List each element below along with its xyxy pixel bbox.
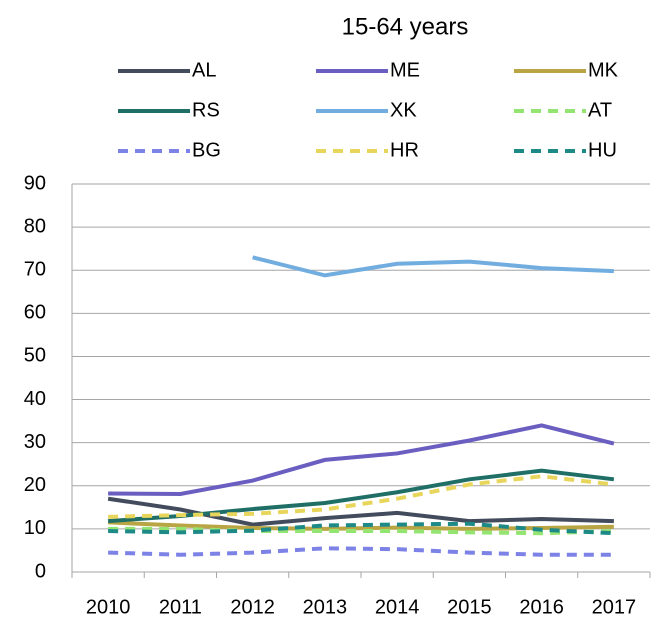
legend-label: ME bbox=[390, 59, 420, 81]
legend-label: BG bbox=[192, 139, 221, 161]
y-tick-label: 0 bbox=[35, 560, 46, 582]
x-tick-label: 2013 bbox=[303, 596, 348, 618]
legend-label: AT bbox=[588, 99, 612, 121]
series-line bbox=[252, 255, 614, 278]
series-line bbox=[107, 468, 615, 524]
series-line bbox=[107, 496, 614, 527]
legend-label: RS bbox=[192, 99, 220, 121]
x-tick-label: 2017 bbox=[592, 596, 637, 618]
y-tick-label: 90 bbox=[24, 172, 46, 194]
y-tick-label: 30 bbox=[24, 431, 46, 453]
legend-label: HU bbox=[588, 139, 617, 161]
x-tick-label: 2014 bbox=[375, 596, 420, 618]
series-line bbox=[108, 546, 614, 557]
y-tick-label: 70 bbox=[24, 259, 46, 281]
y-tick-label: 40 bbox=[24, 388, 46, 410]
x-tick-label: 2010 bbox=[86, 596, 131, 618]
legend-label: AL bbox=[192, 59, 216, 81]
y-tick-label: 10 bbox=[24, 517, 46, 539]
x-tick-label: 2012 bbox=[230, 596, 275, 618]
chart-title: 15-64 years bbox=[342, 13, 469, 40]
legend-label: MK bbox=[588, 59, 619, 81]
series-line bbox=[108, 520, 614, 531]
x-tick-label: 2011 bbox=[159, 596, 202, 618]
legend-label: HR bbox=[390, 139, 419, 161]
legend-label: XK bbox=[390, 99, 417, 121]
y-tick-label: 80 bbox=[24, 215, 46, 237]
series-line bbox=[108, 423, 615, 496]
y-tick-label: 60 bbox=[24, 302, 46, 324]
x-tick-label: 2015 bbox=[447, 596, 492, 618]
y-tick-label: 20 bbox=[24, 474, 46, 496]
y-tick-label: 50 bbox=[24, 345, 46, 367]
x-tick-label: 2016 bbox=[519, 596, 564, 618]
